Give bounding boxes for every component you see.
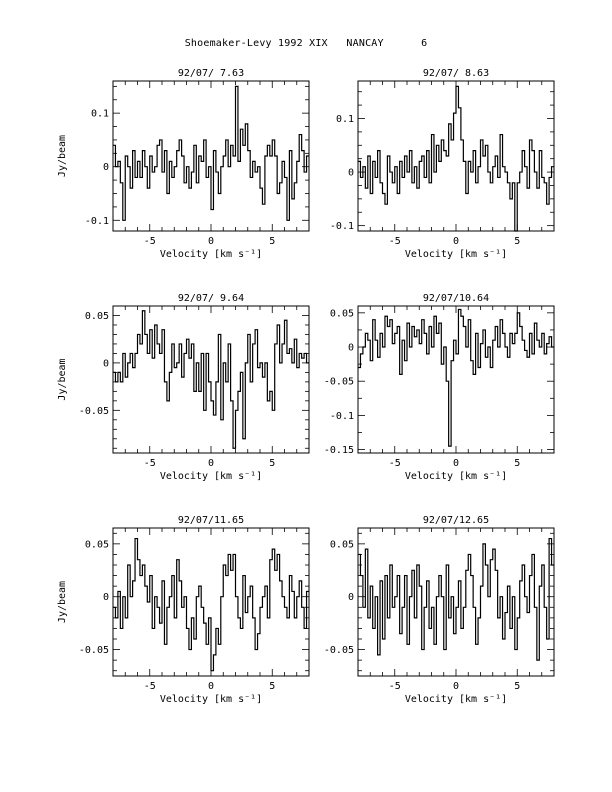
spectrum-panel-6: 92/07/12.65 -5 0 5 -0.05 0 0.05 Velocity [km s⁻…	[324, 515, 555, 705]
x-tick-label: 0	[453, 236, 459, 247]
spectrum-line	[358, 537, 554, 661]
panel-title: 92/07/10.64	[423, 293, 489, 304]
y-tick-label: -0.1	[85, 216, 109, 227]
x-axis-label: Velocity [km s⁻¹]	[405, 249, 507, 260]
x-tick-label: -5	[144, 681, 156, 692]
y-tick-label: 0.1	[336, 114, 354, 125]
x-tick-label: 0	[453, 458, 459, 469]
x-axis-label: Velocity [km s⁻¹]	[405, 471, 507, 482]
page-title: Shoemaker-Levy 1992 XIX NANCAY 6	[184, 38, 428, 49]
y-tick-label: 0	[348, 343, 354, 354]
x-tick-label: -5	[144, 236, 156, 247]
y-tick-label: -0.1	[330, 221, 354, 232]
y-tick-label: 0	[348, 592, 354, 603]
x-axis-label: Velocity [km s⁻¹]	[160, 249, 262, 260]
y-axis-label: Jy/beam	[57, 581, 68, 623]
y-tick-label: 0	[348, 168, 354, 179]
panel-title: 92/07/ 7.63	[178, 68, 244, 79]
x-tick-label: 5	[514, 458, 520, 469]
x-tick-label: 5	[514, 681, 520, 692]
y-tick-label: -0.15	[324, 445, 354, 456]
y-tick-label: 0.05	[85, 539, 109, 550]
x-tick-label: -5	[389, 236, 401, 247]
y-tick-label: -0.1	[330, 411, 354, 422]
panel-title: 92/07/ 8.63	[423, 68, 489, 79]
spectrum-line	[113, 310, 309, 449]
x-tick-label: -5	[389, 681, 401, 692]
spectrum-line	[113, 85, 309, 221]
x-tick-label: -5	[389, 458, 401, 469]
x-tick-label: -5	[144, 458, 156, 469]
y-tick-label: 0.05	[330, 308, 354, 319]
y-tick-label: -0.05	[79, 406, 109, 417]
x-tick-label: 0	[208, 236, 214, 247]
spectrum-panel-1: 92/07/ 7.63 -5 0 5 -0.1 0 0.1 Velocity [km s⁻¹]…	[57, 68, 310, 260]
y-tick-label: -0.05	[79, 645, 109, 656]
spectrum-line	[113, 537, 309, 672]
y-axis-label: Jy/beam	[57, 358, 68, 400]
y-tick-label: 0	[103, 358, 109, 369]
x-tick-label: 0	[208, 458, 214, 469]
y-tick-label: 0	[103, 592, 109, 603]
spectrum-panel-4: 92/07/10.64 -5 0 5 -0.15 -0.1 -0.05 0 0.05 Veloci…	[324, 293, 555, 482]
spectrum-panel-3: 92/07/ 9.64 -5 0 5 -0.05 0 0.05 Velocity [km s⁻…	[57, 293, 310, 482]
x-axis-label: Velocity [km s⁻¹]	[405, 694, 507, 705]
x-tick-label: 0	[208, 681, 214, 692]
spectrum-panel-2: 92/07/ 8.63 -5 0 5 -0.1 0 0.1 Velocity [km s⁻¹]	[330, 68, 555, 260]
y-tick-label: 0.05	[85, 311, 109, 322]
x-tick-label: 5	[269, 458, 275, 469]
plot-frame	[357, 305, 555, 454]
panel-title: 92/07/11.65	[178, 515, 244, 526]
y-tick-label: 0.1	[91, 109, 109, 120]
y-tick-label: 0.05	[330, 539, 354, 550]
y-tick-label: 0	[103, 162, 109, 173]
x-tick-label: 5	[269, 236, 275, 247]
y-tick-label: -0.05	[324, 377, 354, 388]
spectrum-line	[358, 85, 554, 232]
panel-title: 92/07/12.65	[423, 515, 489, 526]
y-axis-label: Jy/beam	[57, 135, 68, 177]
x-tick-label: 5	[514, 236, 520, 247]
panel-title: 92/07/ 9.64	[178, 293, 244, 304]
spectrum-line	[358, 308, 554, 447]
x-tick-label: 0	[453, 681, 459, 692]
x-axis-label: Velocity [km s⁻¹]	[160, 694, 262, 705]
y-tick-label: -0.05	[324, 645, 354, 656]
x-tick-label: 5	[269, 681, 275, 692]
spectrum-panel-5: 92/07/11.65 -5 0 5 -0.05 0 0.05 Velocity [km s⁻…	[57, 515, 310, 705]
x-axis-label: Velocity [km s⁻¹]	[160, 471, 262, 482]
